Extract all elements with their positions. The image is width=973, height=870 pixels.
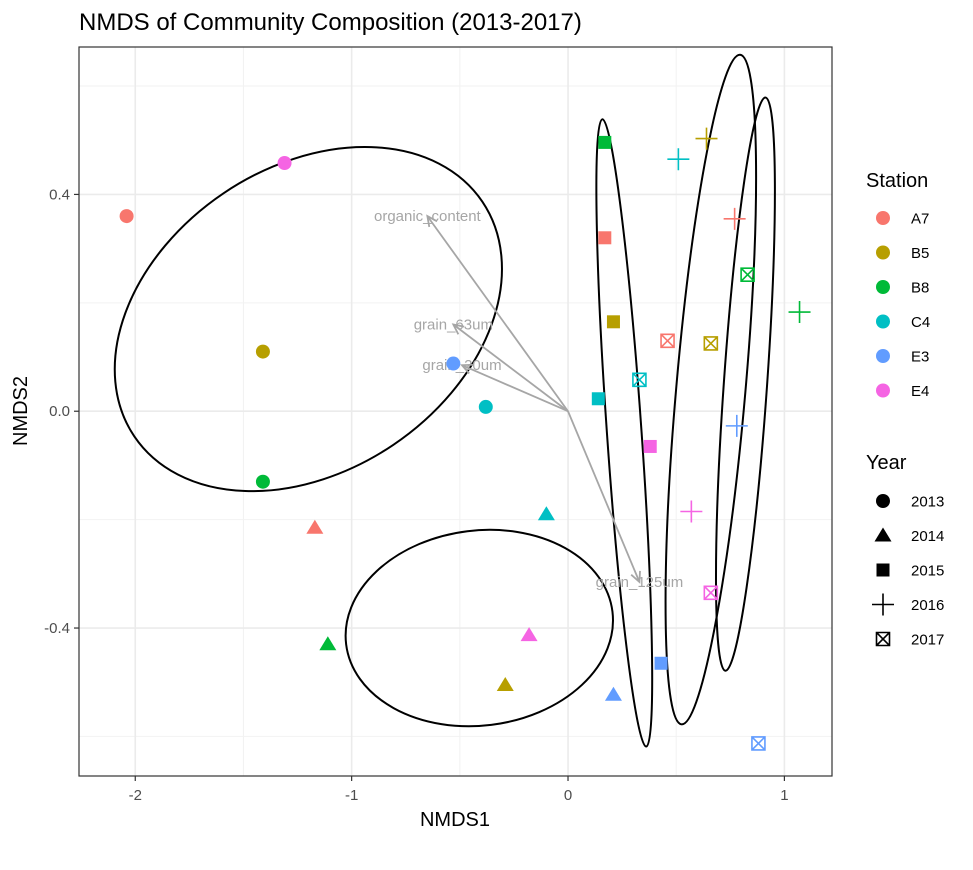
legend-label-2017: 2017 [911, 632, 944, 649]
point-B5-2016 [695, 127, 718, 150]
point-C4-2013 [478, 399, 493, 414]
legend-key-E3 [876, 349, 890, 363]
point-E4-2016 [680, 500, 703, 523]
vector-arrow-organic_content [426, 215, 569, 412]
vector-arrow-grain_125um [567, 410, 641, 583]
legend-label-B5: B5 [911, 245, 929, 262]
ellipse-2016 [714, 96, 776, 672]
x-tick-label: 1 [780, 787, 788, 804]
y-axis-title: NMDS2 [10, 376, 32, 446]
vector-arrowhead-grain_20um [460, 363, 474, 375]
legend-label-A7: A7 [911, 211, 929, 228]
point-B8-2014 [319, 636, 337, 651]
point-E3-2014 [604, 686, 622, 701]
y-tick-label: 0.0 [49, 403, 70, 420]
point-C4-2014 [537, 506, 555, 521]
point-B5-2013 [255, 344, 270, 359]
legend-year: Year 2013 2014 2015 2016 2017 [866, 452, 944, 649]
legend-station: Station A7 B5 B8 C4 E3 E4 [866, 170, 930, 400]
vector-label-grain_63um: grain_63um [414, 317, 493, 334]
legend-key-B8 [876, 280, 890, 294]
point-C4-2017 [632, 372, 647, 388]
vector-arrow-grain_20um [461, 364, 569, 413]
point-B8-2013 [255, 474, 270, 489]
legend-key-C4 [876, 314, 890, 329]
vector-label-grain_20um: grain_20um [422, 357, 501, 374]
x-axis-title: NMDS1 [420, 809, 490, 831]
vector-arrowhead-grain_125um [630, 570, 641, 584]
legend-key-E4 [876, 383, 890, 398]
point-C4-2016 [667, 148, 690, 171]
legend-key-2013 [876, 494, 890, 508]
point-A7-2013 [119, 209, 134, 224]
legend-label-2016: 2016 [911, 597, 944, 614]
ellipse-2015 [595, 118, 654, 748]
point-E3-2016 [725, 414, 748, 437]
plot-panel: organic_content grain_63um grain_20umgrain… [78, 46, 833, 777]
point-B5-2014 [496, 676, 514, 691]
chart-title: NMDS of Community Composition (2013-2017… [79, 9, 582, 36]
point-A7-2017 [660, 333, 675, 349]
x-tick-label: -2 [129, 787, 142, 804]
legend-key-2014 [874, 527, 892, 542]
ellipse-2017 [664, 53, 758, 726]
point-B5-2015 [606, 315, 620, 329]
point-A7-2015 [598, 231, 612, 245]
legend-label-C4: C4 [911, 314, 930, 331]
legend-label-2015: 2015 [911, 563, 944, 580]
legend-key-B5 [876, 245, 890, 260]
legend-key-2015 [876, 563, 890, 577]
point-B8-2015 [598, 135, 612, 149]
legend-label-2014: 2014 [911, 528, 944, 545]
point-C4-2015 [591, 392, 605, 406]
point-B8-2017 [740, 267, 755, 282]
x-tick-label: 0 [564, 787, 572, 804]
axes: -2 -1 0 1 0.4 0.0 -0.4 [44, 186, 788, 804]
y-tick-label: -0.4 [44, 620, 70, 637]
point-A7-2014 [306, 519, 324, 534]
point-E3-2017 [751, 736, 766, 751]
legend-label-B8: B8 [911, 280, 929, 297]
vector-arrowhead-organic_content [426, 214, 438, 228]
legend-station-title: Station [866, 170, 928, 192]
point-E4-2014 [520, 627, 538, 642]
ellipse-2014 [344, 528, 614, 728]
legend-key-2017 [875, 631, 891, 647]
legend-key-2016 [872, 593, 894, 616]
legend-key-A7 [876, 211, 890, 225]
vector-arrow-grain_63um [452, 323, 569, 412]
x-tick-label: -1 [345, 787, 358, 804]
confidence-ellipses [113, 53, 776, 748]
legend-label-E3: E3 [911, 349, 929, 366]
legend-year-title: Year [866, 452, 907, 474]
point-E4-2015 [643, 439, 657, 453]
vector-label-organic_content: organic_content [374, 208, 482, 225]
data-points [119, 127, 811, 751]
point-A7-2016 [723, 207, 746, 230]
point-E4-2017 [703, 585, 719, 601]
vector-label-grain_125um: grain_125um [596, 574, 684, 591]
ellipse-2013 [113, 146, 503, 493]
point-B8-2016 [788, 301, 811, 324]
environmental-vectors: organic_content grain_63um grain_20umgrain… [374, 208, 683, 591]
legend-label-E4: E4 [911, 383, 929, 400]
point-E4-2013 [277, 155, 292, 170]
point-B5-2017 [703, 336, 719, 351]
legend-label-2013: 2013 [911, 494, 944, 511]
point-E3-2015 [654, 656, 668, 670]
vector-arrowhead-grain_63um [451, 323, 465, 335]
y-tick-label: 0.4 [49, 186, 70, 203]
point-E3-2013 [446, 356, 461, 371]
